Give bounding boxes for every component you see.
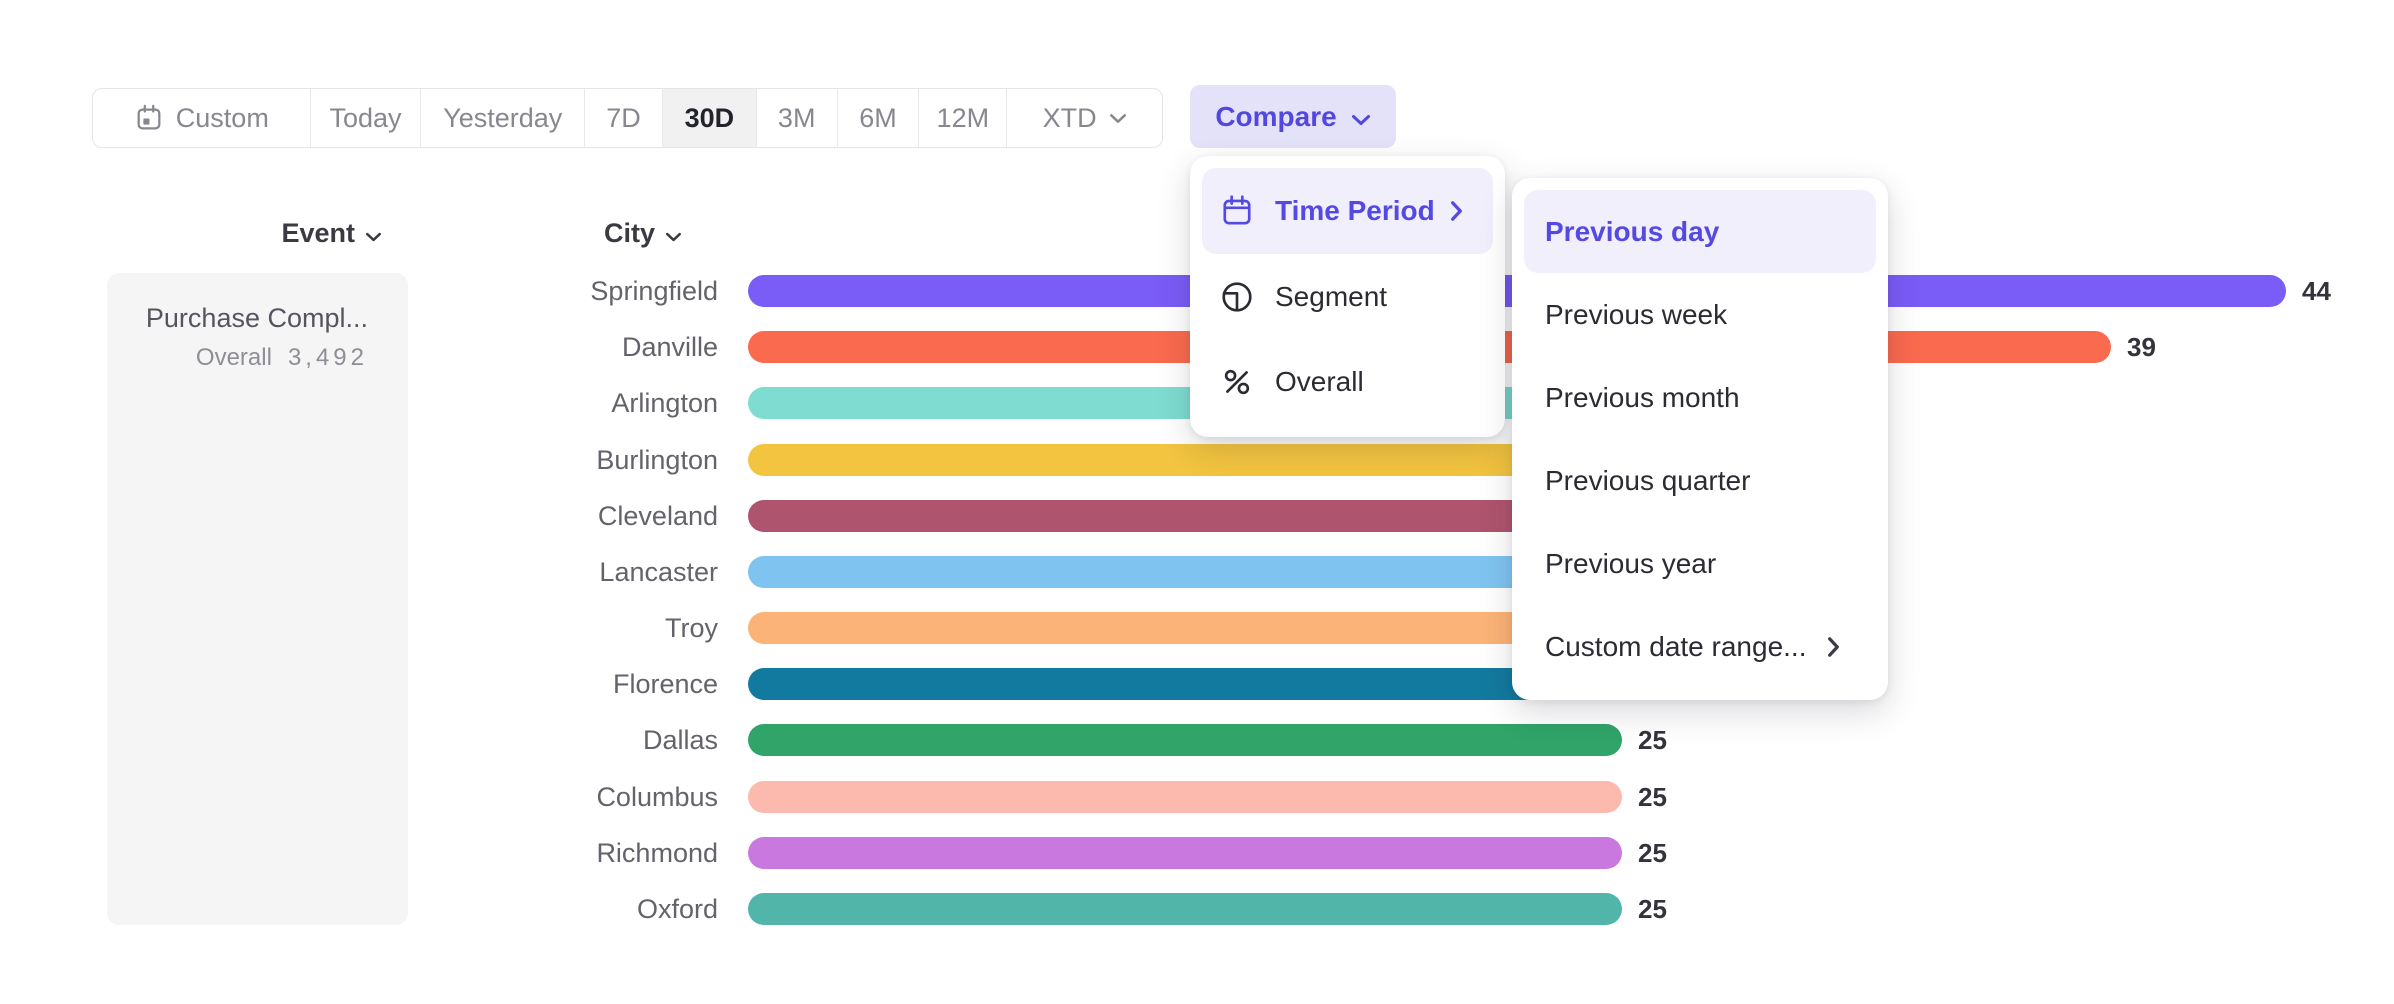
menu-item-label: Time Period [1275, 194, 1435, 226]
chevron-down-icon [1109, 113, 1127, 124]
bar-row: Cleveland [0, 500, 2394, 532]
chevron-down-icon [365, 218, 382, 249]
overall-label: Overall [195, 344, 272, 371]
city-column-header[interactable]: City [500, 216, 700, 250]
menu-item-time-period[interactable]: Time Period [1202, 168, 1493, 254]
bar-label: Cleveland [597, 501, 718, 531]
menu-item-previous-month[interactable]: Previous month [1524, 356, 1876, 439]
bar-oxford[interactable] [748, 893, 1622, 925]
calendar-icon [1220, 194, 1254, 228]
chevron-down-icon [1351, 101, 1371, 133]
date-range-yesterday[interactable]: Yesterday [421, 89, 586, 147]
bar-value: 25 [1638, 838, 1667, 868]
menu-item-label: Previous month [1545, 381, 1740, 413]
bar-dallas[interactable] [748, 724, 1622, 756]
bar-row: Lancaster [0, 556, 2394, 588]
bar-label: Burlington [596, 445, 718, 475]
event-column-header[interactable]: Event [107, 216, 408, 250]
bar-label: Arlington [611, 388, 718, 418]
event-card[interactable]: Purchase Compl... Overall 3,492 [107, 273, 408, 925]
bar-columbus[interactable] [748, 781, 1622, 813]
bar-label: Columbus [596, 782, 718, 812]
menu-item-segment[interactable]: Segment [1202, 254, 1493, 340]
bar-value: 25 [1638, 894, 1667, 924]
date-range-xtd[interactable]: XTD [1007, 89, 1162, 147]
menu-item-label: Overall [1275, 366, 1364, 398]
segment-icon [1220, 280, 1254, 314]
menu-item-label: Previous year [1545, 547, 1717, 579]
date-range-custom[interactable]: Custom [93, 89, 311, 147]
menu-item-label: Previous quarter [1545, 464, 1751, 496]
bar-row: Florence [0, 668, 2394, 700]
bar-row: Columbus 25 [0, 781, 2394, 813]
chevron-right-icon [1827, 636, 1840, 658]
bar-row: Dallas 25 [0, 724, 2394, 756]
bar-label: Troy [665, 613, 718, 643]
menu-item-label: Segment [1275, 280, 1388, 312]
event-column-header-label: Event [281, 217, 355, 248]
date-range-6m[interactable]: 6M [838, 89, 920, 147]
date-range-label: 7D [606, 102, 641, 133]
date-range-label: 3M [777, 102, 816, 133]
bar-label: Lancaster [599, 557, 718, 587]
date-range-label: XTD [1042, 102, 1097, 133]
menu-item-previous-day[interactable]: Previous day [1524, 190, 1876, 273]
bar-label: Richmond [596, 838, 718, 868]
date-range-label: Yesterday [443, 102, 563, 133]
date-range-12m[interactable]: 12M [919, 89, 1008, 147]
bar-row: Troy [0, 612, 2394, 644]
menu-item-previous-week[interactable]: Previous week [1524, 273, 1876, 356]
compare-menu: Time Period Segment Overall [1190, 156, 1505, 437]
compare-button-label: Compare [1215, 100, 1337, 132]
menu-item-custom-date-range[interactable]: Custom date range... [1524, 605, 1876, 688]
menu-item-label: Custom date range... [1545, 630, 1807, 662]
bar-value: 44 [2302, 276, 2331, 306]
bar-label: Springfield [590, 276, 718, 306]
bar-row: Richmond 25 [0, 837, 2394, 869]
date-range-30d[interactable]: 30D [662, 89, 757, 147]
event-overall-line: Overall 3,492 [107, 344, 368, 372]
date-range-label: Today [329, 102, 402, 133]
date-range-today[interactable]: Today [311, 89, 422, 147]
percent-icon [1220, 365, 1254, 399]
bar-row: Burlington [0, 444, 2394, 476]
menu-item-previous-quarter[interactable]: Previous quarter [1524, 439, 1876, 522]
date-range-toolbar: Custom Today Yesterday 7D 30D 3M 6M 12M XTD [92, 88, 1163, 148]
date-range-label: 30D [684, 102, 735, 133]
menu-item-label: Previous week [1545, 298, 1728, 330]
bar-label: Dallas [642, 725, 718, 755]
date-range-3m[interactable]: 3M [757, 89, 838, 147]
date-range-7d[interactable]: 7D [585, 89, 663, 147]
menu-item-overall[interactable]: Overall [1202, 339, 1493, 425]
menu-item-label: Previous day [1545, 215, 1720, 247]
chevron-down-icon [665, 218, 682, 249]
time-period-submenu: Previous day Previous week Previous month P… [1512, 178, 1888, 700]
bar-label: Oxford [636, 894, 718, 924]
date-range-label: 12M [936, 102, 990, 133]
city-column-header-label: City [603, 217, 655, 248]
menu-item-previous-year[interactable]: Previous year [1524, 522, 1876, 605]
bar-richmond[interactable] [748, 837, 1622, 869]
compare-button[interactable]: Compare [1190, 85, 1396, 148]
overall-value: 3,492 [287, 344, 368, 371]
event-name: Purchase Compl... [145, 303, 368, 333]
bar-value: 25 [1638, 725, 1667, 755]
bar-value: 39 [2127, 332, 2156, 362]
bar-label: Danville [621, 332, 718, 362]
chevron-right-icon [1450, 200, 1463, 222]
date-range-label: 6M [859, 102, 897, 133]
date-range-label: Custom [175, 102, 269, 133]
bar-value: 25 [1638, 782, 1667, 812]
bar-row: Oxford 25 [0, 893, 2394, 925]
calendar-icon [134, 103, 164, 133]
bar-label: Florence [612, 669, 718, 699]
